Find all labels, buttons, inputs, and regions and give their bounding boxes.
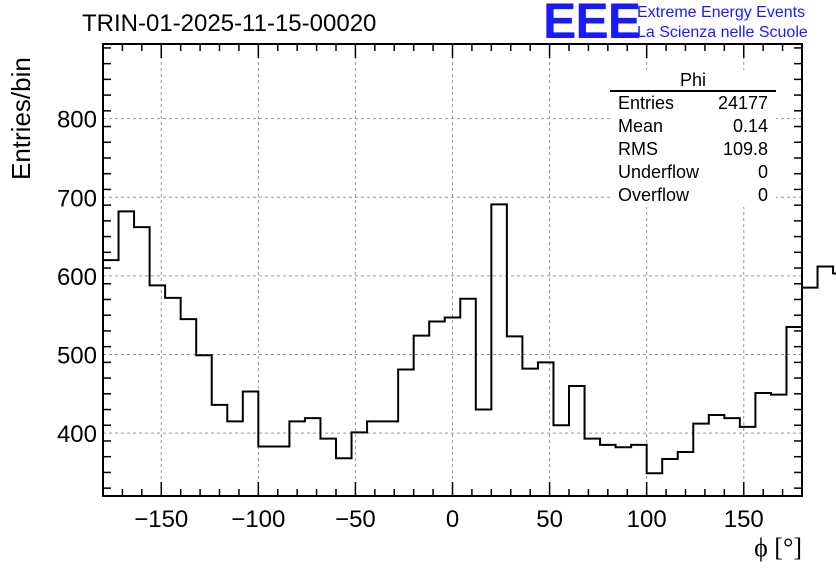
histogram-bin [709,415,725,496]
histogram-bin [662,459,678,496]
stats-row-mean: Mean 0.14 [610,115,776,138]
stats-box: Phi Entries 24177 Mean 0.14 RMS 109.8 Un… [610,70,776,207]
histogram-bin [289,421,305,496]
histogram-bin [165,298,181,496]
histogram-bin [693,424,709,496]
histogram-bin [771,395,787,496]
histogram-bin [647,473,663,496]
histogram-bin [320,439,336,496]
y-tick-label: 700 [57,185,97,212]
stats-label: Underflow [618,162,700,182]
histogram-bin [476,410,492,496]
histogram-bin [507,336,523,496]
histogram-bin [336,458,352,496]
histogram-bin [585,439,601,496]
histogram-bin [305,418,321,496]
stats-value: 24177 [717,93,768,113]
histogram-bin [367,421,383,496]
stats-label: RMS [618,139,658,159]
histogram-bin [429,321,445,496]
y-tick-label: 800 [57,107,97,134]
histogram-bin [274,446,290,496]
histogram-bin [196,355,212,496]
histogram-bin [460,299,476,496]
histogram-bin [134,227,150,496]
x-tick-label: −50 [335,506,376,533]
histogram-outline [103,203,836,475]
stats-title: Phi [610,70,776,92]
histogram-bin [569,386,585,496]
histogram-bin [522,369,538,496]
histogram-bin [119,211,135,496]
histogram-bin [227,421,243,496]
histogram-bin [181,319,197,496]
histogram-bin [600,445,616,496]
stats-value: 109.8 [722,139,768,159]
y-tick-label: 600 [57,264,97,291]
histogram-bin [243,391,259,496]
histogram-bin [616,447,632,496]
eee-logo: EEE [543,0,641,49]
stats-row-underflow: Underflow 0 [610,161,776,184]
x-axis-label: ϕ [°] [754,533,802,562]
histogram-bin [740,427,756,496]
histogram-bin [553,425,569,496]
x-tick-label: −150 [134,506,188,533]
y-tick-label: 500 [57,343,97,370]
stats-row-rms: RMS 109.8 [610,138,776,161]
y-tick-label: 400 [57,421,97,448]
chart-title: TRIN-01-2025-11-15-00020 [82,10,377,37]
histogram-bin [802,288,818,496]
stats-label: Mean [618,116,664,136]
stats-value: 0 [757,185,768,205]
histogram-bin [414,336,430,496]
x-tick-label: 100 [627,506,667,533]
x-tick-label: −100 [231,506,285,533]
histogram-bin [786,327,802,496]
x-tick-label: 150 [724,506,764,533]
histogram-bin [212,405,228,496]
histogram-bin [724,418,740,496]
histogram-bin [383,421,399,496]
y-axis-label: Entries/bin [6,57,36,180]
histogram-bin [818,266,834,496]
histogram-bin [631,445,647,496]
logo-caption-line2: La Scienza nelle Scuole [637,24,808,41]
stats-value: 0 [757,162,768,182]
stats-label: Overflow [618,185,690,205]
histogram-bin [258,446,274,496]
x-tick-label: 0 [446,506,459,533]
stats-label: Entries [618,93,675,113]
stats-row-entries: Entries 24177 [610,92,776,115]
stats-row-overflow: Overflow 0 [610,184,776,207]
histogram-bin [352,432,368,496]
histogram-bin [150,285,166,496]
stats-value: 0.14 [732,116,768,136]
logo-caption: Extreme Energy Events La Scienza nelle S… [637,3,808,43]
histogram-bin [538,362,554,496]
x-tick-label: 50 [536,506,563,533]
histogram-bin [491,204,507,496]
logo-caption-line1: Extreme Energy Events [637,4,806,21]
histogram-bin [755,393,771,496]
